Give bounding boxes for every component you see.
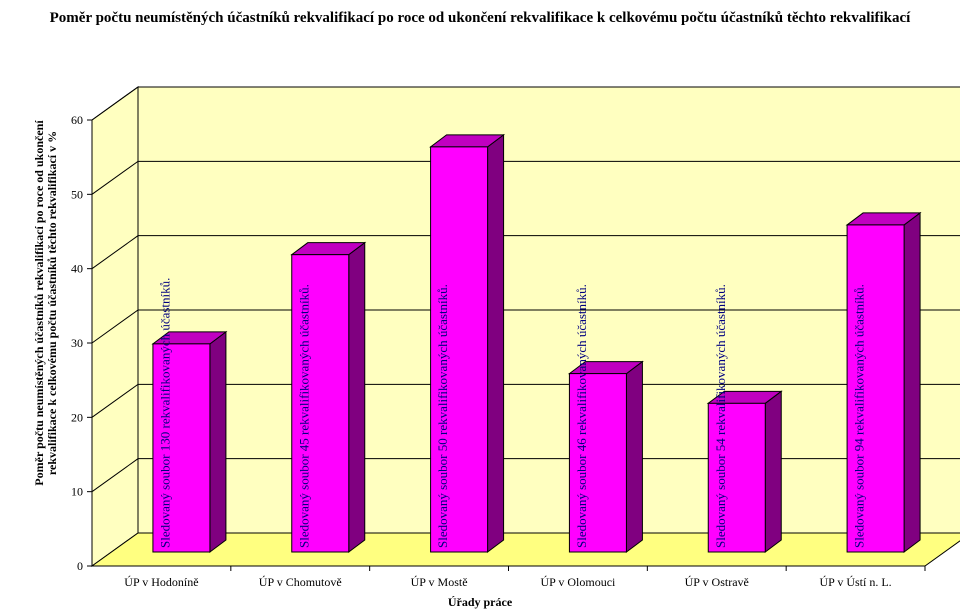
x-tick-label: ÚP v Ústí n. L.	[819, 575, 891, 589]
bar	[291, 254, 350, 553]
x-axis-label: Úřady práce	[447, 595, 513, 609]
x-tick-label: ÚP v Hodoníně	[124, 575, 198, 589]
x-tick-label: ÚP v Olomouci	[540, 575, 616, 589]
bar-side	[487, 133, 505, 553]
x-tick-label: ÚP v Mostě	[411, 575, 468, 589]
gridline	[91, 458, 960, 493]
y-tick-label: 30	[71, 336, 83, 350]
bar-side	[209, 330, 227, 553]
bar	[846, 224, 905, 553]
gridline	[91, 160, 960, 195]
gridline	[91, 383, 960, 418]
bar	[568, 373, 627, 553]
gridline	[91, 235, 960, 270]
y-tick-label: 50	[71, 187, 83, 201]
y-tick-label: 0	[77, 559, 83, 573]
gridline	[91, 86, 960, 121]
bar	[707, 402, 766, 553]
x-tick-label: ÚP v Ostravě	[685, 575, 749, 589]
bar-side	[348, 241, 366, 553]
bar-annotation: Sledovaný soubor 54 rekvalifikovaných úč…	[713, 284, 728, 548]
bar	[430, 146, 489, 553]
gridline	[91, 309, 960, 344]
y-tick-label: 10	[71, 485, 83, 499]
bar-annotation: Sledovaný soubor 46 rekvalifikovaných úč…	[574, 284, 589, 548]
bar-side	[903, 211, 921, 553]
y-tick-label: 40	[71, 262, 83, 276]
chart-title: Poměr počtu neumístěných účastníků rekva…	[49, 10, 911, 26]
bar-annotation: Sledovaný soubor 94 rekvalifikovaných úč…	[852, 284, 867, 548]
bar-annotation: Sledovaný soubor 50 rekvalifikovaných úč…	[435, 284, 450, 548]
bar-annotation: Sledovaný soubor 130 rekvalifikovaných ú…	[157, 278, 172, 548]
x-tick-label: ÚP v Chomutově	[259, 575, 342, 589]
y-tick-label: 20	[71, 410, 83, 424]
bar-annotation: Sledovaný soubor 45 rekvalifikovaných úč…	[296, 284, 311, 548]
y-tick-label: 60	[71, 113, 83, 127]
bar-side	[764, 390, 782, 553]
bar-side	[625, 360, 643, 553]
bar	[152, 343, 211, 553]
